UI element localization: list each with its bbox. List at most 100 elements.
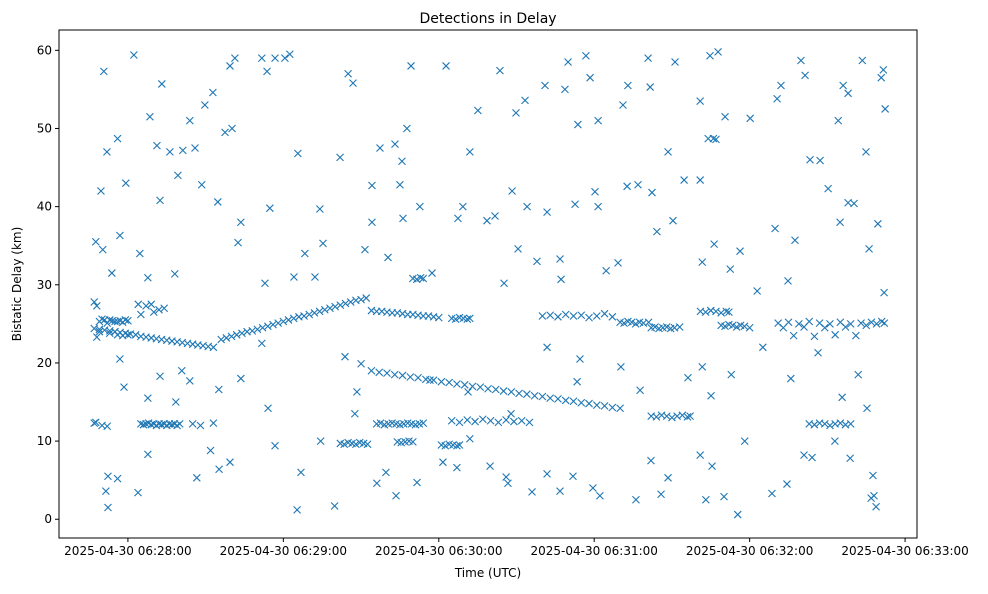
data-point [870,491,878,500]
data-point [816,156,825,165]
data-point [376,144,384,152]
data-point [515,389,523,398]
data-point [206,446,215,455]
data-point [257,54,266,63]
data-point [115,231,124,240]
data-point [867,318,876,327]
data-point [664,148,672,156]
data-point [644,318,653,327]
data-point [236,374,245,383]
data-point [434,313,443,322]
x-tick-label: 2025-04-30 06:28:00 [64,544,191,558]
data-point [733,510,742,519]
data-point [712,135,720,144]
data-point [165,148,174,156]
data-point [406,373,415,381]
data-point [390,370,399,379]
data-point [92,333,101,342]
data-point [156,196,164,205]
data-point [362,294,371,302]
data-point [740,437,749,445]
data-point [784,276,792,285]
data-point [712,307,720,316]
data-point [451,315,460,324]
data-point [830,437,839,445]
data-point [445,378,454,387]
data-point [228,124,236,133]
data-point [310,309,319,317]
data-point [129,51,138,59]
data-point [428,269,436,277]
data-point [538,392,547,401]
data-point [616,404,625,413]
data-point [806,155,814,164]
data-point [872,319,881,328]
data-point [185,377,194,385]
data-point [647,456,655,465]
data-point [160,304,169,313]
data-point [664,473,672,482]
data-point [543,470,551,478]
data-point [353,387,361,396]
data-point [281,54,289,63]
x-tick-label: 2025-04-30 06:31:00 [530,544,657,558]
data-point [554,312,562,321]
data-point [414,373,422,382]
data-point [191,144,199,152]
data-point [382,468,390,477]
data-point [361,245,369,254]
data-point [573,377,582,386]
data-point [437,377,446,386]
data-point [372,479,381,488]
data-point [315,307,324,316]
data-point [862,148,870,156]
data-point [209,419,218,428]
data-point [209,343,218,352]
data-point [543,343,551,352]
data-point [538,312,547,320]
data-point [178,146,187,155]
data-point [465,148,474,156]
data-point [794,319,803,328]
data-point [574,120,582,129]
data-point [257,339,266,348]
data-point [784,318,793,327]
data-point [429,376,438,385]
data-point [494,418,503,427]
data-point [264,404,272,413]
data-point [808,453,816,462]
data-point [556,487,564,495]
data-point [507,409,515,418]
data-point [330,502,339,510]
data-point [600,402,609,410]
data-point [851,331,860,340]
data-point [103,422,112,431]
data-point [701,308,710,317]
data-point [357,359,365,368]
data-point [836,218,844,227]
data-point [726,265,735,274]
data-point [92,301,101,310]
data-point [271,54,279,63]
data-point [797,56,805,65]
data-point [115,355,124,363]
data-point [662,323,671,331]
data-point [627,318,636,327]
data-point [147,300,156,309]
data-point [502,473,511,481]
data-point [103,148,111,156]
data-point [227,332,236,341]
data-point [419,419,428,428]
data-point [98,315,106,324]
data-point [171,398,180,406]
data-point [391,140,399,148]
data-point [653,227,661,236]
data-point [514,244,522,253]
data-point [857,319,865,327]
data-point [336,301,345,309]
data-point [617,362,625,371]
data-point [98,245,107,254]
data-point [340,440,349,449]
data-point [465,434,474,443]
data-point [533,257,541,266]
